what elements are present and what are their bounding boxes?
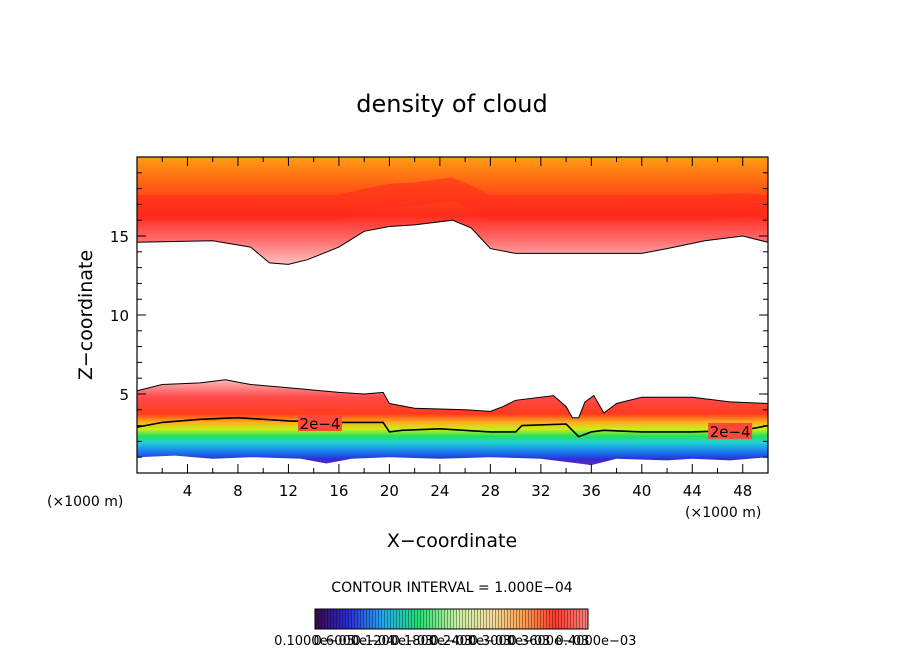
- lower-cloud-edge-contour: [137, 379, 768, 419]
- colorbar-label: 0.3600e−03: [509, 634, 590, 649]
- x-tick-label: 36: [582, 482, 601, 500]
- x-tick-label: 16: [329, 482, 348, 500]
- y-tick-label: 5: [119, 386, 129, 404]
- contour-label-bg: [297, 415, 342, 432]
- contour-interval-text: CONTOUR INTERVAL = 1.000E−04: [331, 580, 572, 596]
- colorbar-label: 0.1200e−03: [353, 634, 434, 649]
- x-tick-label: 4: [183, 482, 193, 500]
- colorbar: 0.1000e−050.6000e−040.1200e−030.1800e−03…: [274, 608, 637, 649]
- colorbar-label: 0.3000e−03: [470, 634, 551, 649]
- upper-cloud-core: [137, 177, 768, 221]
- colorbar-label: 0.2400e−03: [431, 634, 512, 649]
- x-tick-label: 44: [683, 482, 702, 500]
- colorbar-label: 0.4000e−03: [556, 634, 637, 649]
- x-tick-label: 8: [233, 482, 243, 500]
- y-tick-label: 15: [110, 228, 129, 246]
- x-tick-label: 20: [380, 482, 399, 500]
- x-tick-label: 32: [531, 482, 550, 500]
- x-tick-label: 24: [430, 482, 449, 500]
- lower-cloud-band: [137, 379, 768, 466]
- x-unit-right: (×1000 m): [685, 505, 761, 521]
- x-tick-label: 40: [632, 482, 651, 500]
- upper-cloud-band: [137, 157, 768, 265]
- chart-title: density of cloud: [356, 90, 547, 118]
- colorbar-label: 0.1000e−05: [274, 634, 355, 649]
- contour-label: 2e−4: [300, 415, 341, 433]
- contour-label-bg: [708, 422, 753, 439]
- contour-line-2e-4: [137, 416, 768, 438]
- y-axis-label: Z−coordinate: [75, 250, 97, 380]
- x-tick-label: 48: [733, 482, 752, 500]
- x-tick-label: 12: [279, 482, 298, 500]
- plot-area: 2e−4 2e−4: [137, 157, 768, 466]
- colorbar-lines: [315, 609, 588, 629]
- colorbar-label: 0.6000e−04: [314, 634, 395, 649]
- colorbar-frame: [314, 608, 589, 630]
- y-tick-label: 10: [110, 307, 129, 325]
- x-tick-label: 28: [481, 482, 500, 500]
- upper-cloud-edge-contour: [137, 219, 768, 265]
- x-unit-left: (×1000 m): [47, 494, 123, 510]
- colorbar-label: 0.1800e−03: [392, 634, 473, 649]
- contour-label: 2e−4: [710, 423, 751, 441]
- x-axis-label: X−coordinate: [387, 530, 517, 552]
